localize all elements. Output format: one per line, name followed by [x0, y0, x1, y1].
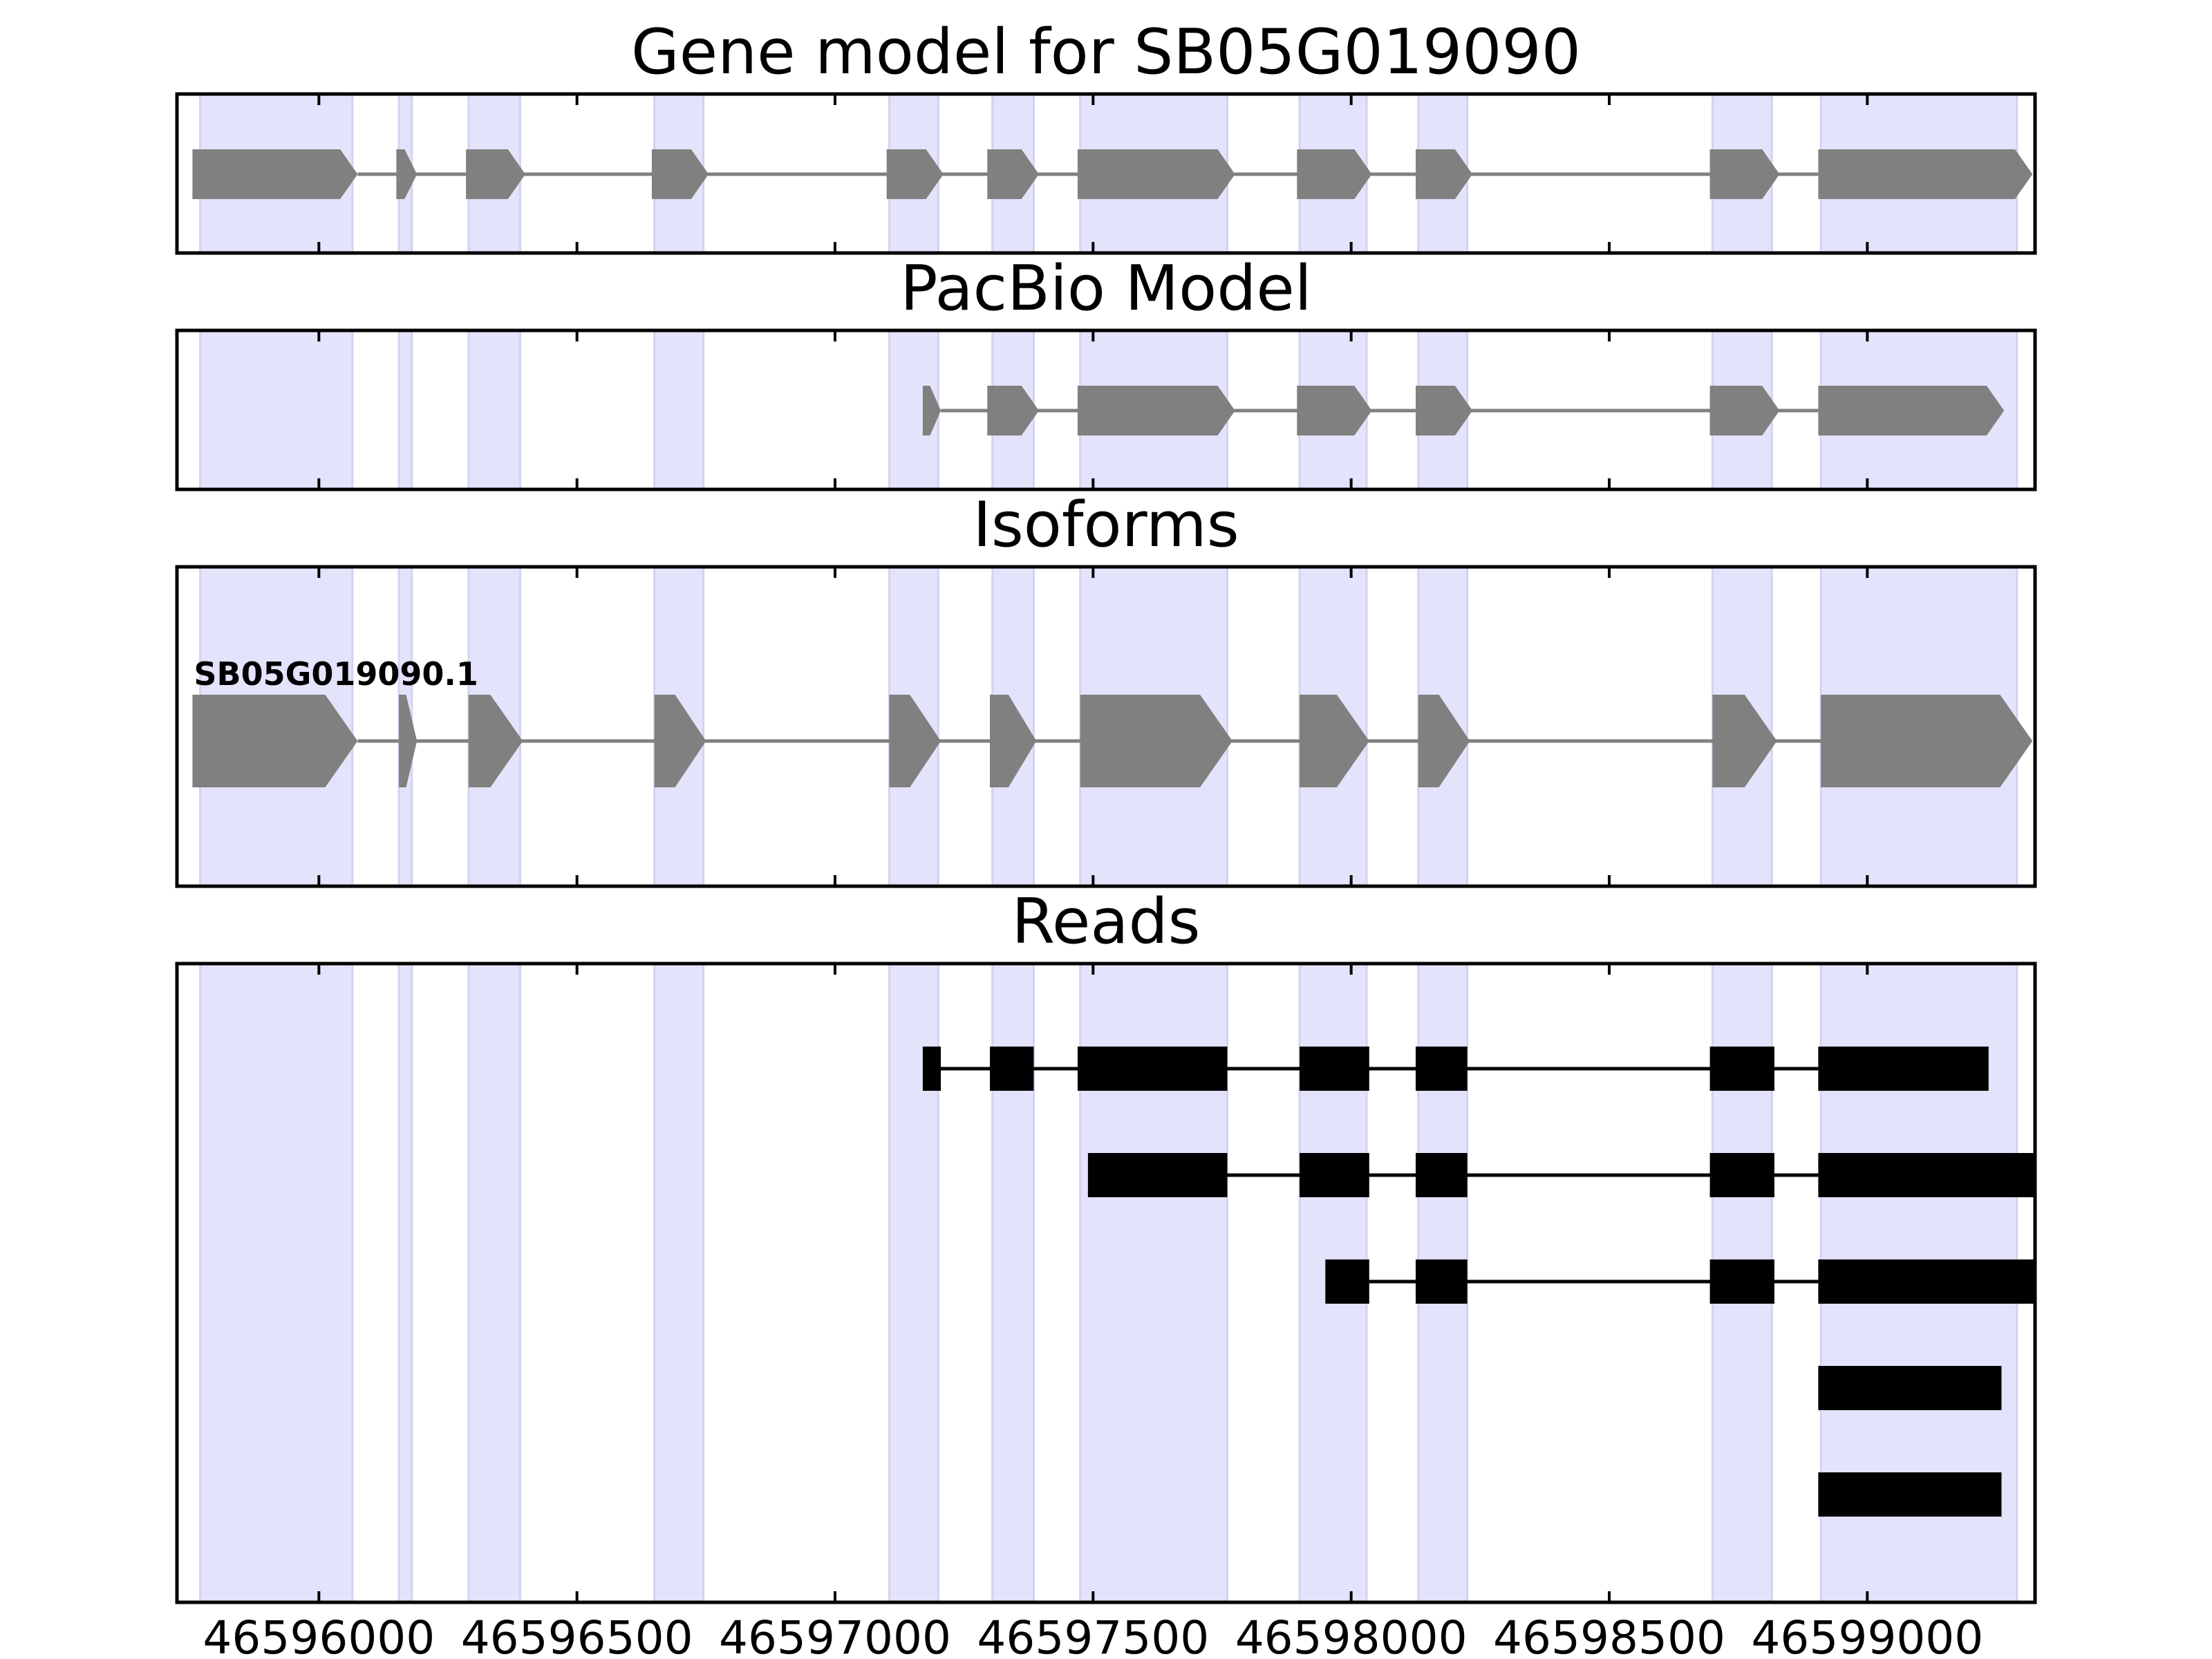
panel-frame: [175, 328, 2037, 491]
x-tick-label: 46598000: [1235, 1611, 1468, 1659]
highlight-region: [653, 964, 705, 1602]
read-exon-block: [1325, 1259, 1369, 1304]
exon-arrow: [1297, 386, 1372, 435]
exon-arrow: [922, 386, 941, 435]
x-tick-label: 46597500: [977, 1611, 1209, 1659]
exon-arrow: [889, 695, 941, 787]
highlight-region: [397, 964, 413, 1602]
isoforms-plot: SB05G019090.1: [175, 565, 2037, 888]
exon-arrow: [987, 149, 1039, 199]
highlight-region: [653, 330, 705, 489]
gene-model-clip-group: [192, 94, 2033, 253]
read-exon-block: [990, 1047, 1034, 1091]
exon-arrow: [1297, 149, 1372, 199]
exon-arrow: [1080, 695, 1232, 787]
x-tick-label: 46598500: [1493, 1611, 1725, 1659]
highlight-region: [467, 964, 522, 1602]
exon-arrow: [192, 695, 358, 787]
exon-arrow: [468, 695, 523, 787]
isoforms-clip-group: [192, 567, 2033, 886]
exon-arrow: [1077, 386, 1235, 435]
exon-arrow: [1818, 149, 2033, 199]
exon-arrow: [1418, 695, 1470, 787]
panel-pacbio-model: PacBio Model: [175, 252, 2037, 491]
panel-title-gene-model: Gene model for SB05G019090: [631, 16, 1581, 88]
read-exon-block: [1087, 1153, 1228, 1197]
read-exon-block: [1709, 1259, 1774, 1304]
exon-arrow: [990, 695, 1037, 787]
panel-frame: [175, 962, 2037, 1604]
highlight-region: [199, 964, 354, 1602]
read-exon-block: [922, 1047, 941, 1091]
exon-arrow: [399, 695, 418, 787]
panel-title-reads: Reads: [1011, 885, 1200, 958]
exon-arrow: [1821, 695, 2033, 787]
panel-gene-model: Gene model for SB05G019090: [175, 16, 2037, 255]
exon-arrow: [1818, 386, 2005, 435]
exon-arrow: [1712, 695, 1777, 787]
exon-arrow: [1709, 149, 1780, 199]
panel-frame: [175, 92, 2037, 255]
panel-frame: [175, 565, 2037, 888]
panel-title-pacbio-model: PacBio Model: [900, 252, 1312, 325]
highlight-region: [199, 330, 354, 489]
read-exon-block: [1300, 1047, 1369, 1091]
exon-arrow: [886, 149, 944, 199]
x-tick-label: 46597000: [719, 1611, 951, 1659]
exon-arrow: [1300, 695, 1369, 787]
gene-model-plot: [175, 92, 2037, 255]
pacbio-model-clip-group: [199, 330, 2018, 489]
pacbio-model-plot: [175, 328, 2037, 491]
exon-arrow: [987, 386, 1039, 435]
read-exon-block: [1818, 1047, 1989, 1091]
exon-arrow: [396, 149, 418, 199]
panel-isoforms: Isoforms SB05G019090.1: [175, 489, 2037, 888]
x-axis-tick-labels: 46596000 46596500 46597000 46597500 46598000…: [203, 1611, 1983, 1659]
reads-clip-group: [199, 964, 2035, 1602]
exon-arrow: [1416, 149, 1473, 199]
exon-arrow: [1709, 386, 1780, 435]
highlight-region: [397, 330, 413, 489]
highlight-region: [467, 330, 522, 489]
read-exon-block: [1818, 1472, 2002, 1517]
read-exon-block: [1300, 1153, 1369, 1197]
exon-arrow: [466, 149, 525, 199]
exon-arrow: [1077, 149, 1235, 199]
read-exon-block: [1818, 1259, 2035, 1304]
read-exon-block: [1416, 1047, 1468, 1091]
read-exon-block: [1818, 1153, 2035, 1197]
x-tick-label: 46599000: [1751, 1611, 1983, 1659]
panel-reads: Reads: [175, 885, 2037, 1604]
x-tick-label: 46596500: [461, 1611, 693, 1659]
read-exon-block: [1077, 1047, 1228, 1091]
exon-arrow: [654, 695, 706, 787]
isoform-label: SB05G019090.1: [194, 655, 478, 693]
panel-title-isoforms: Isoforms: [973, 489, 1239, 561]
read-exon-block: [1818, 1366, 2002, 1410]
read-exon-block: [1709, 1047, 1774, 1091]
exon-arrow: [651, 149, 709, 199]
read-exon-block: [1416, 1259, 1468, 1304]
read-exon-block: [1416, 1153, 1468, 1197]
exon-arrow: [1416, 386, 1473, 435]
read-exon-block: [1709, 1153, 1774, 1197]
reads-plot: [175, 962, 2037, 1604]
x-tick-label: 46596000: [203, 1611, 435, 1659]
exon-arrow: [192, 149, 358, 199]
